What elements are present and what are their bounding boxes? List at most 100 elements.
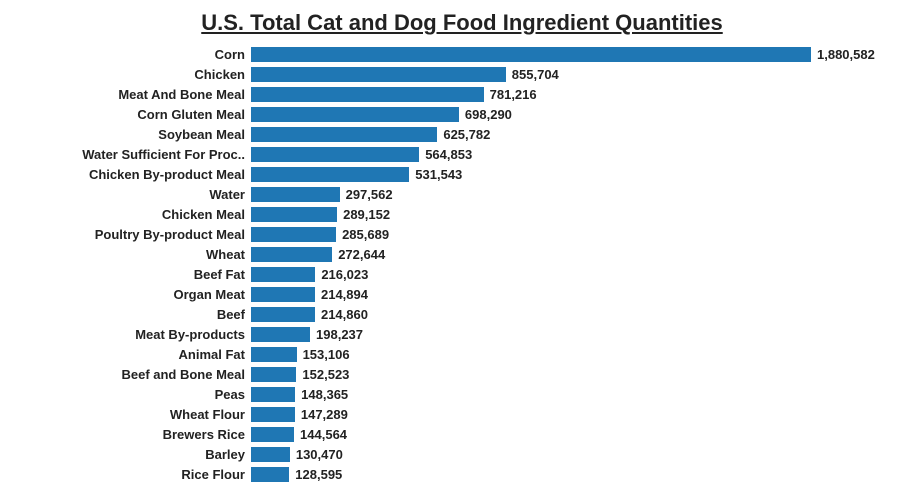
chart-area: Corn1,880,582 Chicken 855,704 Meat And Bone… (20, 44, 904, 484)
data-label: 128,595 (295, 467, 342, 482)
bar-row: Water 297,562 (20, 184, 904, 204)
bar-row: Wheat Flour 147,289 (20, 404, 904, 424)
data-label: 216,023 (321, 267, 368, 282)
category-label: Beef (20, 307, 251, 322)
bar-zone: 564,853 (251, 144, 904, 164)
bar-zone: 781,216 (251, 84, 904, 104)
category-label: Soybean Meal (20, 127, 251, 142)
bar-zone: 285,689 (251, 224, 904, 244)
bar-zone: 531,543 (251, 164, 904, 184)
category-label: Wheat Flour (20, 407, 251, 422)
bar-zone: 1,880,582 (251, 44, 904, 64)
bar-zone: 198,237 (251, 324, 904, 344)
category-label: Animal Fat (20, 347, 251, 362)
data-label: 147,289 (301, 407, 348, 422)
data-label: 214,860 (321, 307, 368, 322)
data-label: 153,106 (303, 347, 350, 362)
bar-row: Beef 214,860 (20, 304, 904, 324)
bar-row: Organ Meat 214,894 (20, 284, 904, 304)
bar-row: Corn1,880,582 (20, 44, 904, 64)
bar (251, 467, 289, 482)
data-label: 289,152 (343, 207, 390, 222)
data-label: 272,644 (338, 247, 385, 262)
category-label: Meat By-products (20, 327, 251, 342)
bar (251, 327, 310, 342)
bar-zone: 147,289 (251, 404, 904, 424)
bar (251, 67, 506, 82)
data-label: 297,562 (346, 187, 393, 202)
category-label: Chicken By-product Meal (20, 167, 251, 182)
bar-zone: 214,894 (251, 284, 904, 304)
data-label: 698,290 (465, 107, 512, 122)
bar (251, 407, 295, 422)
bar-zone: 272,644 (251, 244, 904, 264)
category-label: Organ Meat (20, 287, 251, 302)
bar-zone: 297,562 (251, 184, 904, 204)
bar (251, 127, 437, 142)
bar (251, 347, 297, 362)
data-label: 285,689 (342, 227, 389, 242)
bar-row: Chicken 855,704 (20, 64, 904, 84)
bar-zone: 128,595 (251, 464, 904, 484)
category-label: Water (20, 187, 251, 202)
category-label: Brewers Rice (20, 427, 251, 442)
bar (251, 247, 332, 262)
bar (251, 47, 811, 62)
data-label: 564,853 (425, 147, 472, 162)
bar-row: Corn Gluten Meal 698,290 (20, 104, 904, 124)
data-label: 1,880,582 (817, 47, 875, 62)
bar-row: Poultry By-product Meal 285,689 (20, 224, 904, 244)
bar (251, 447, 290, 462)
bar (251, 267, 315, 282)
bar-zone: 152,523 (251, 364, 904, 384)
bar-zone: 214,860 (251, 304, 904, 324)
bar-row: Water Sufficient For Proc..564,853 (20, 144, 904, 164)
category-label: Poultry By-product Meal (20, 227, 251, 242)
data-label: 531,543 (415, 167, 462, 182)
bar-zone: 855,704 (251, 64, 904, 84)
category-label: Peas (20, 387, 251, 402)
category-label: Beef Fat (20, 267, 251, 282)
bar (251, 387, 295, 402)
category-label: Rice Flour (20, 467, 251, 482)
bar-row: Barley 130,470 (20, 444, 904, 464)
bar-row: Meat By-products 198,237 (20, 324, 904, 344)
bar-row: Meat And Bone Meal 781,216 (20, 84, 904, 104)
bar (251, 87, 484, 102)
bar-row: Chicken By-product Meal 531,543 (20, 164, 904, 184)
bar-row: Animal Fat 153,106 (20, 344, 904, 364)
bar-zone: 144,564 (251, 424, 904, 444)
bar-zone: 148,365 (251, 384, 904, 404)
bar-zone: 130,470 (251, 444, 904, 464)
bar-row: Soybean Meal 625,782 (20, 124, 904, 144)
bar (251, 147, 419, 162)
data-label: 198,237 (316, 327, 363, 342)
bar (251, 207, 337, 222)
bar (251, 427, 294, 442)
category-label: Meat And Bone Meal (20, 87, 251, 102)
bar-zone: 698,290 (251, 104, 904, 124)
bar-zone: 153,106 (251, 344, 904, 364)
bar (251, 107, 459, 122)
bar (251, 287, 315, 302)
data-label: 214,894 (321, 287, 368, 302)
bar (251, 167, 409, 182)
bar (251, 367, 296, 382)
category-label: Barley (20, 447, 251, 462)
category-label: Chicken Meal (20, 207, 251, 222)
data-label: 130,470 (296, 447, 343, 462)
category-label: Chicken (20, 67, 251, 82)
data-label: 781,216 (490, 87, 537, 102)
data-label: 152,523 (302, 367, 349, 382)
bar-row: Wheat 272,644 (20, 244, 904, 264)
bar-row: Beef Fat 216,023 (20, 264, 904, 284)
bar-row: Brewers Rice144,564 (20, 424, 904, 444)
bar-row: Beef and Bone Meal152,523 (20, 364, 904, 384)
bar-row: Chicken Meal 289,152 (20, 204, 904, 224)
data-label: 625,782 (443, 127, 490, 142)
category-label: Corn Gluten Meal (20, 107, 251, 122)
bar (251, 187, 340, 202)
data-label: 855,704 (512, 67, 559, 82)
category-label: Wheat (20, 247, 251, 262)
bar (251, 307, 315, 322)
